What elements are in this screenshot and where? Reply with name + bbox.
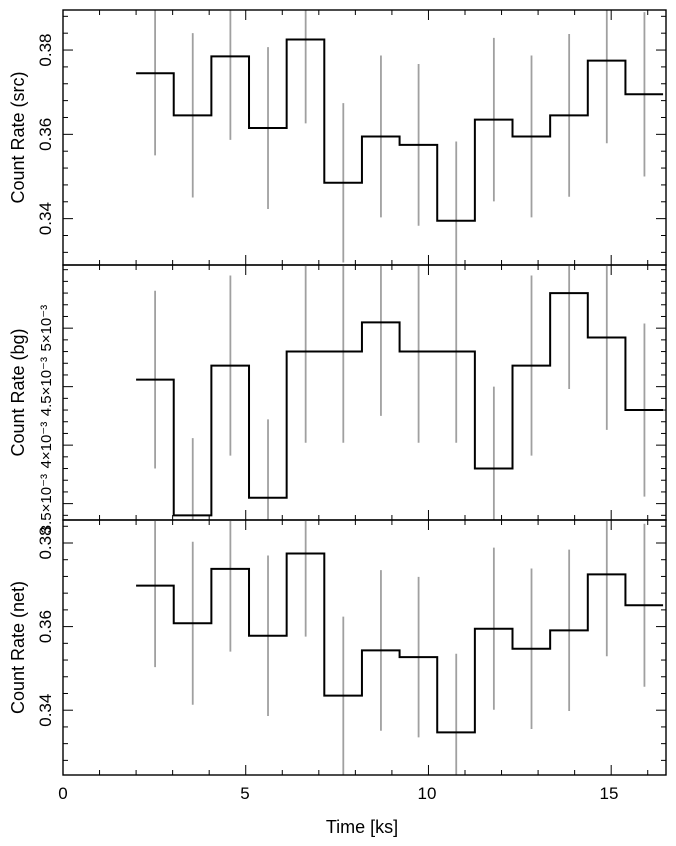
panels: 0.34 0.36 0.38 Count Rate (src) 3.5×10⁻³ 4×10… [8,9,667,776]
axes-frame [62,9,667,266]
x-tick-labels: 0 5 10 15 [58,784,618,803]
plot-area [136,520,664,775]
plot-area [136,10,664,265]
y-tick-label: 3.5×10⁻³ [38,474,55,533]
y-tick-label: 0.34 [36,694,55,727]
y-tick-label: 0.36 [36,118,55,151]
panel-src: 0.34 0.36 0.38 Count Rate (src) [8,9,667,266]
step-line-net [136,552,664,734]
x-tick-label: 5 [240,784,249,803]
y-axis-label: Count Rate (bg) [8,328,28,456]
y-tick-label: 0.36 [36,610,55,643]
y-tick-label: 5×10⁻³ [38,305,55,352]
panel-net: 0.34 0.36 0.38 Count Rate (net) [8,519,667,776]
y-tick-label: 0.38 [36,33,55,66]
step-line-bg [136,292,664,517]
y-axis-label: Count Rate (net) [8,581,28,714]
y-tick-label: 0.38 [36,526,55,559]
axes-frame [62,264,667,521]
axes-frame [62,519,667,776]
y-tick-label: 0.34 [36,202,55,235]
y-tick-label: 4×10⁻³ [38,422,55,469]
step-line-src [136,38,664,222]
x-tick-label: 10 [418,784,437,803]
y-axis-label: Count Rate (src) [8,71,28,203]
x-tick-label: 0 [58,784,67,803]
panel-bg: 3.5×10⁻³ 4×10⁻³ 4.5×10⁻³ 5×10⁻³ Count Rate (… [8,264,667,533]
y-tick-label: 4.5×10⁻³ [38,357,55,416]
plot-area [136,265,664,520]
x-tick-label: 15 [600,784,619,803]
x-axis-label: Time [ks] [326,817,398,837]
